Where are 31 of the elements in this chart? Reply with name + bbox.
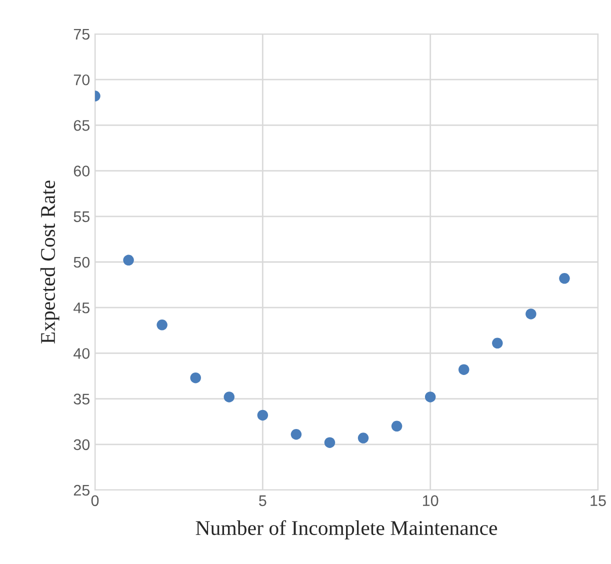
point — [458, 364, 470, 375]
x-axis-title: Number of Incomplete Maintenance — [196, 520, 498, 540]
point — [257, 410, 268, 421]
y-tick-label: 30 — [74, 439, 90, 450]
y-tick-label: 75 — [74, 29, 90, 40]
y-tick-label: 40 — [74, 348, 90, 359]
y-tick-label: 35 — [74, 394, 90, 404]
y-tick-label: 60 — [74, 166, 90, 176]
y-tick-label: 70 — [74, 74, 90, 86]
point — [492, 338, 503, 349]
y-axis-title: Expected Cost Rate — [40, 180, 60, 344]
x-tick-label: 0 — [91, 495, 99, 506]
y-tick-label: 45 — [74, 302, 90, 314]
point — [358, 432, 369, 444]
y-tick-label: 55 — [74, 211, 90, 222]
point — [290, 428, 302, 440]
x-tick-label: 15 — [590, 495, 606, 506]
point — [224, 392, 235, 402]
y-tick-label: 65 — [74, 120, 90, 131]
point — [559, 273, 570, 284]
point — [526, 308, 536, 320]
point — [123, 254, 134, 266]
point — [391, 420, 402, 432]
x-tick-label: 5 — [259, 495, 266, 506]
point — [424, 392, 436, 402]
point — [156, 320, 168, 330]
point — [190, 372, 201, 384]
point — [324, 437, 336, 448]
y-tick-label: 50 — [74, 256, 90, 268]
x-tick-label: 10 — [423, 495, 438, 506]
y-tick-label: 25 — [74, 484, 90, 496]
